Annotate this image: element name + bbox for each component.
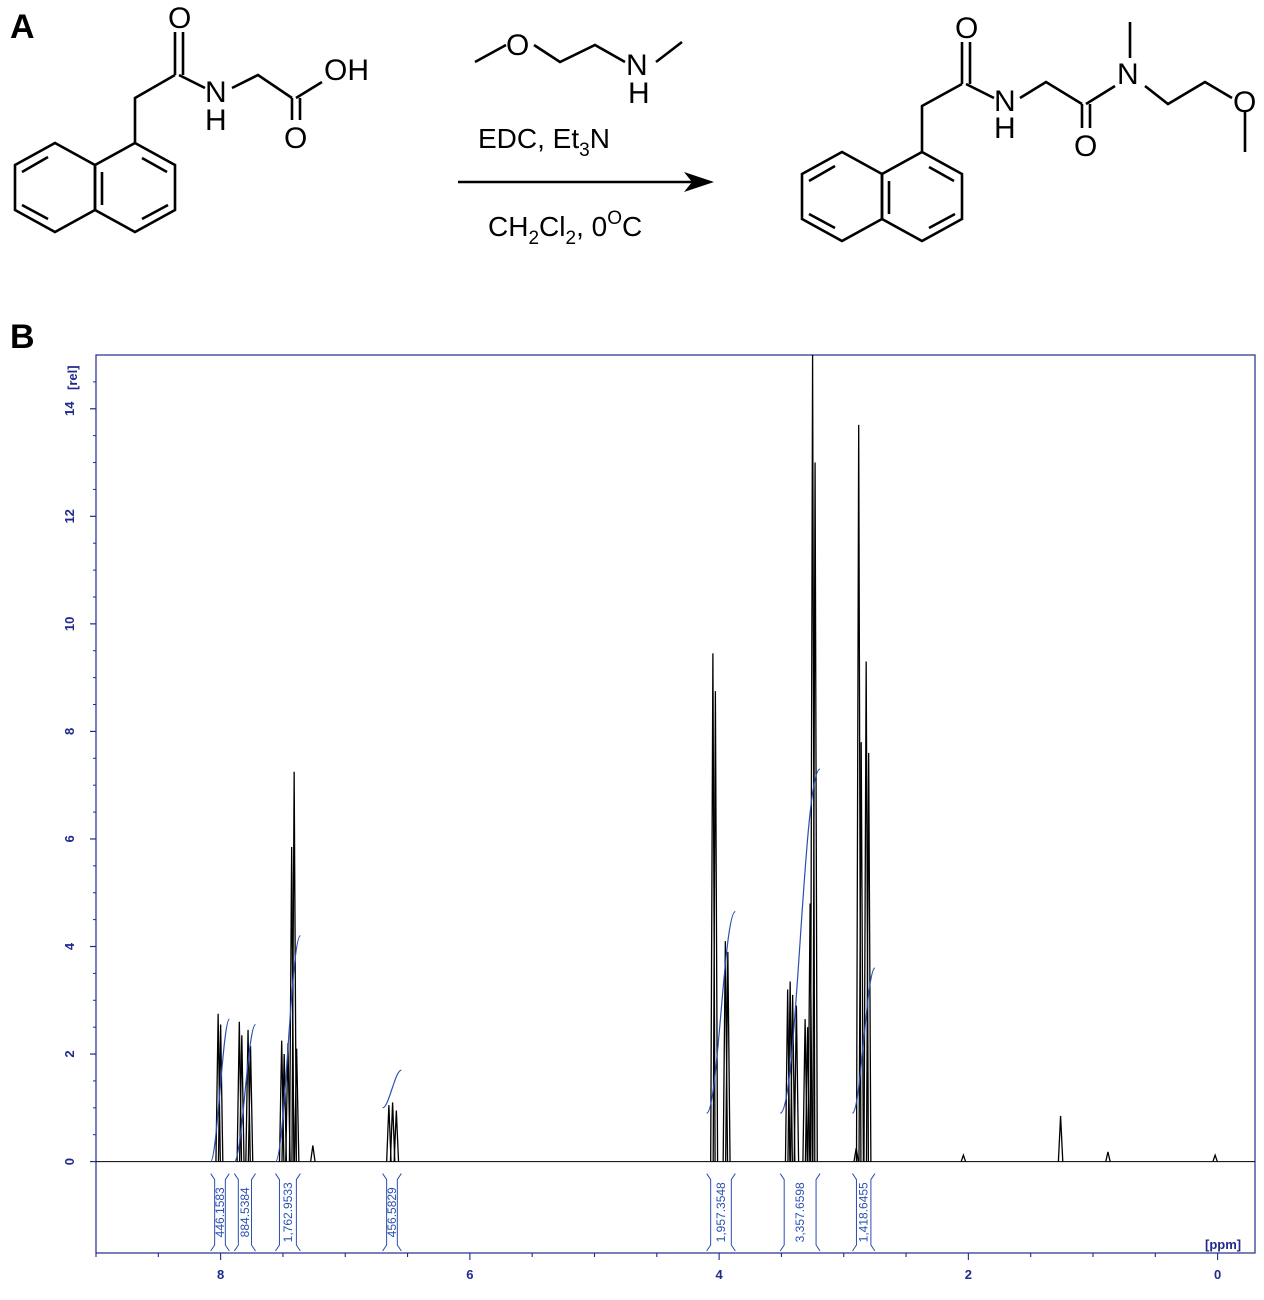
spectrum-peak <box>238 1035 245 1162</box>
spectrum-peak <box>1212 1153 1218 1162</box>
y-tick-label: 12 <box>62 509 77 523</box>
spectrum-peak <box>389 1102 396 1162</box>
product-h: H <box>994 112 1016 145</box>
spectrum-peak <box>712 691 719 1162</box>
x-tick-label: 2 <box>965 1267 972 1282</box>
reactant-n: N <box>205 76 227 109</box>
plot-frame <box>95 354 1256 1254</box>
x-tick-label: 6 <box>466 1267 473 1282</box>
product-o1: O <box>955 12 978 45</box>
integrals: 446.1583 884.5384 1,762.9533 456.5829 1,957.… <box>210 768 876 1252</box>
integral-bracket <box>275 1173 301 1252</box>
integral-curve <box>382 1069 402 1109</box>
spectrum-peak <box>812 462 818 1162</box>
y-axis-unit: [rel] <box>65 365 80 390</box>
spectrum-peak <box>281 1054 288 1162</box>
panel-label-a: A <box>10 8 35 46</box>
spectrum-peak <box>310 1145 316 1162</box>
integral-value-label: 3,357.6598 <box>793 1182 807 1242</box>
integral-curve <box>274 935 301 1163</box>
reagents-line: EDC, Et3N <box>478 123 610 161</box>
integral-curve <box>210 1018 230 1163</box>
reagent-o: O <box>506 29 529 62</box>
integral-curve <box>851 967 876 1114</box>
spectrum-peak <box>807 903 813 1162</box>
x-axis: 8 6 4 2 0 <box>95 1253 1221 1282</box>
x-axis-unit: [ppm] <box>1205 1237 1241 1252</box>
spectrum-peak <box>1105 1151 1111 1162</box>
y-tick-label: 0 <box>62 1158 77 1165</box>
integral-curve <box>233 1023 257 1163</box>
reactant-h: H <box>205 104 227 137</box>
reagent-h: H <box>628 77 650 110</box>
reagent-amine: O N H <box>474 29 683 110</box>
spectrum-peak <box>1057 1115 1064 1162</box>
nmr-spectrum-chart: 0 2 4 6 8 10 12 14 8 6 4 2 0 446.1583 884.5384 1,762.… <box>62 354 1256 1282</box>
y-tick-label: 6 <box>62 835 77 842</box>
integral-curve <box>779 768 821 1114</box>
integral-value-label: 1,957.3548 <box>714 1182 728 1242</box>
integral-value-label: 446.1583 <box>213 1187 227 1237</box>
integral-value-label: 456.5829 <box>385 1187 399 1237</box>
y-tick-label: 2 <box>62 1050 77 1057</box>
reactant-oh: OH <box>324 54 369 87</box>
arrow-head <box>684 172 714 192</box>
spectrum-peak <box>960 1153 967 1162</box>
spectrum-peak <box>393 1110 400 1162</box>
integral-bracket <box>382 1173 402 1252</box>
integral-value-label: 1,418.6455 <box>857 1182 871 1242</box>
spectrum-peak <box>804 1027 811 1162</box>
reactant-structure: O N H OH O <box>13 2 369 234</box>
reaction-scheme: O N H OH O O N H EDC, Et3N CH2Cl2, 0OC O <box>13 2 1256 249</box>
y-tick-label: 10 <box>62 617 77 631</box>
integral-bracket <box>210 1173 230 1252</box>
y-tick-label: 14 <box>62 401 77 416</box>
spectrum-peak <box>217 1024 224 1162</box>
spectrum-peak <box>858 742 865 1162</box>
y-axis: 0 2 4 6 8 10 12 14 <box>62 381 96 1165</box>
integral-bracket <box>852 1173 876 1252</box>
integral-bracket <box>233 1173 256 1252</box>
panel-label-b: B <box>10 318 35 356</box>
peaks <box>215 354 1218 1162</box>
reactant-o2: O <box>284 122 307 155</box>
product-o3: O <box>1233 86 1256 119</box>
product-structure: O N H O N O <box>800 12 1256 243</box>
reactant-o1: O <box>168 2 191 35</box>
product-n2: N <box>1117 58 1139 91</box>
y-tick-label: 8 <box>62 728 77 735</box>
integral-curve <box>706 910 736 1114</box>
spectrum-peak <box>291 771 298 1162</box>
conditions-line: CH2Cl2, 0OC <box>488 208 642 249</box>
y-tick-label: 4 <box>62 942 77 950</box>
spectrum-peak <box>386 1105 392 1162</box>
reagent-n: N <box>626 49 648 82</box>
spectrum-peak <box>789 994 796 1162</box>
spectrum-peak <box>293 1048 300 1162</box>
product-n1: N <box>994 85 1016 118</box>
integral-value-label: 884.5384 <box>238 1187 252 1237</box>
integral-bracket <box>706 1173 736 1252</box>
integral-value-label: 1,762.9533 <box>281 1182 295 1242</box>
integral-bracket <box>779 1173 821 1252</box>
x-tick-label: 8 <box>217 1267 224 1282</box>
x-tick-label: 4 <box>716 1267 724 1282</box>
spectrum-peak <box>855 424 862 1162</box>
x-tick-label: 0 <box>1214 1267 1221 1282</box>
product-o2: O <box>1074 130 1097 163</box>
spectrum-peak <box>724 951 731 1162</box>
spectrum-peak <box>793 1005 800 1162</box>
spectrum-peak <box>865 752 872 1162</box>
